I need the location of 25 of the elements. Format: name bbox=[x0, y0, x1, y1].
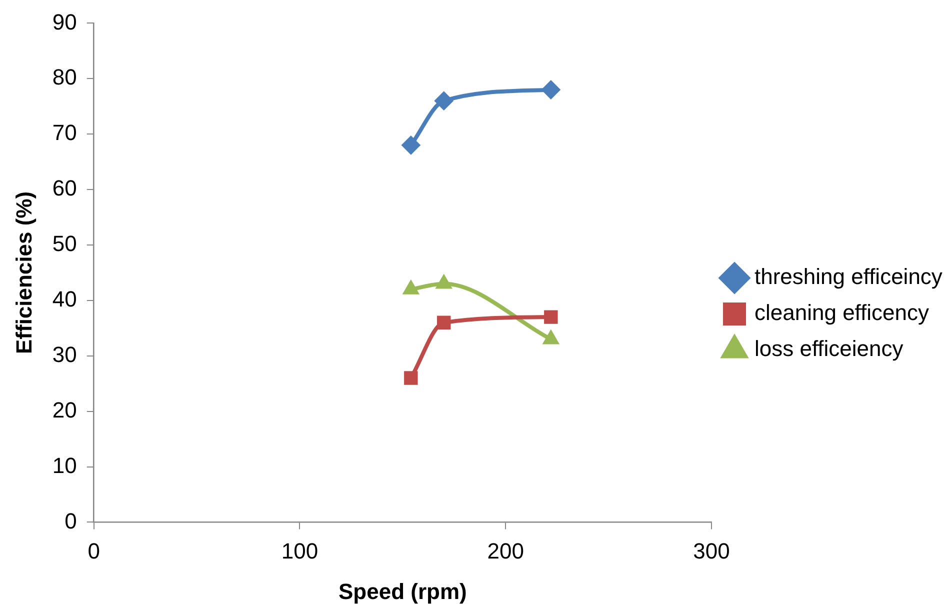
x-axis-title: Speed (rpm) bbox=[338, 578, 467, 604]
y-tick-label: 50 bbox=[52, 231, 77, 256]
y-tick-label: 90 bbox=[52, 9, 77, 34]
y-axis-title: Efficiencies (%) bbox=[11, 191, 36, 354]
y-tick-label: 10 bbox=[52, 452, 77, 478]
x-tick-label: 300 bbox=[693, 538, 730, 564]
x-tick-label: 0 bbox=[88, 538, 100, 564]
point bbox=[436, 316, 451, 330]
legend-label: threshing efficeincy bbox=[754, 264, 942, 290]
legend-label: loss efficeiency bbox=[754, 336, 904, 362]
y-tick-label: 20 bbox=[52, 397, 77, 422]
legend-label: cleaning efficency bbox=[754, 300, 929, 326]
y-tick-label: 60 bbox=[52, 176, 77, 201]
x-tick-label: 200 bbox=[487, 538, 524, 564]
point bbox=[434, 91, 454, 110]
y-tick-label: 40 bbox=[52, 286, 77, 312]
y-tick-label: 0 bbox=[64, 508, 77, 534]
y-tick-label: 30 bbox=[52, 342, 77, 367]
point bbox=[541, 80, 560, 100]
point bbox=[401, 136, 420, 155]
y-tick-label: 80 bbox=[52, 64, 77, 90]
x-tick-label: 100 bbox=[281, 538, 318, 564]
point bbox=[544, 310, 558, 324]
point bbox=[404, 371, 418, 385]
y-tick-label: 70 bbox=[52, 120, 77, 146]
